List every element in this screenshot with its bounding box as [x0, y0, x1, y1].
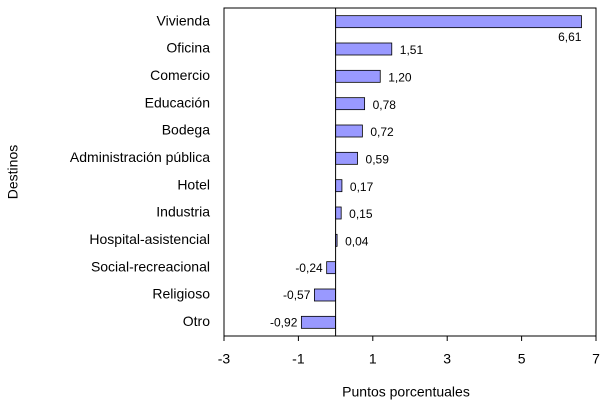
y-tick-label: Comercio: [150, 67, 210, 83]
y-tick-label: Religioso: [152, 286, 210, 302]
y-tick-label: Hotel: [177, 176, 210, 192]
bar: [335, 151, 358, 165]
value-label: 6,61: [558, 30, 582, 44]
y-axis-label: Destinos: [5, 145, 21, 199]
x-tick-label: -3: [218, 351, 231, 367]
value-label: 1,20: [388, 71, 412, 85]
value-label: -0,24: [295, 261, 323, 275]
y-tick-label: Otro: [183, 313, 210, 329]
y-tick-label: Oficina: [166, 40, 210, 56]
x-axis-label: Puntos porcentuales: [342, 384, 470, 400]
plot-frame: [223, 7, 597, 337]
bar: [335, 124, 363, 138]
y-tick-label: Vivienda: [157, 12, 211, 28]
bar: [335, 42, 393, 56]
y-tick-label: Educación: [145, 94, 210, 110]
x-tick-label: 5: [518, 351, 526, 367]
bar: [335, 206, 342, 220]
value-label: 0,72: [370, 125, 394, 139]
x-tick-label: -1: [292, 351, 305, 367]
bar: [313, 288, 336, 302]
bar: [326, 261, 336, 275]
x-tick-label: 3: [443, 351, 451, 367]
value-label: 0,78: [373, 98, 397, 112]
y-tick-label: Bodega: [162, 122, 210, 138]
bar: [335, 69, 381, 83]
value-label: 0,17: [350, 180, 374, 194]
bar: [300, 315, 337, 329]
value-label: 0,15: [349, 207, 373, 221]
y-tick-label: Social-recreacional: [91, 258, 210, 274]
y-tick-label: Administración pública: [70, 149, 210, 165]
value-label: 1,51: [400, 43, 424, 57]
y-tick-label: Hospital-asistencial: [89, 231, 210, 247]
bar: [335, 179, 343, 193]
x-tick-label: 1: [369, 351, 377, 367]
value-label: 0,59: [366, 153, 390, 167]
value-label: 0,04: [345, 235, 369, 249]
bar: [335, 15, 582, 29]
y-tick-label: Industria: [156, 204, 210, 220]
bar: [335, 97, 366, 111]
x-tick-label: 7: [592, 351, 600, 367]
value-label: -0,57: [283, 288, 311, 302]
value-label: -0,92: [270, 316, 298, 330]
